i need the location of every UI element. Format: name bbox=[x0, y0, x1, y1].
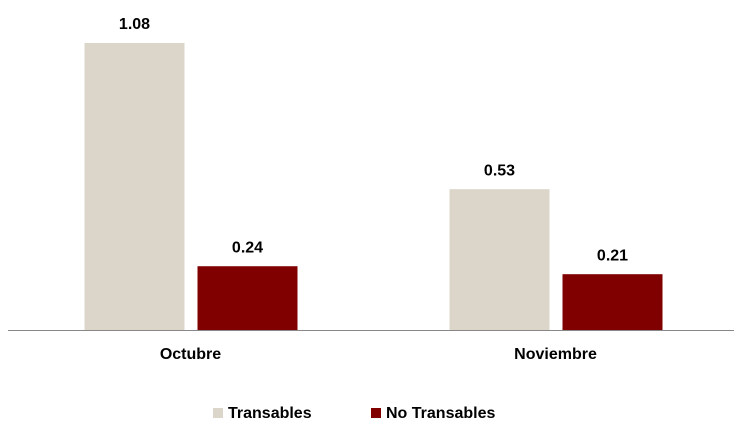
bar bbox=[449, 189, 550, 330]
x-tick-label: Octubre bbox=[160, 346, 221, 363]
legend-label: Transables bbox=[228, 405, 312, 422]
data-label: 0.24 bbox=[232, 239, 263, 256]
legend-label: No Transables bbox=[386, 405, 495, 422]
x-tick-label: Noviembre bbox=[514, 346, 597, 363]
data-label: 0.53 bbox=[484, 162, 515, 179]
bar bbox=[84, 43, 185, 330]
data-label: 0.21 bbox=[597, 247, 628, 264]
legend-swatch bbox=[213, 408, 223, 418]
bar bbox=[562, 274, 663, 330]
bar bbox=[197, 266, 298, 330]
legend-swatch bbox=[371, 408, 381, 418]
data-label: 1.08 bbox=[119, 16, 150, 33]
